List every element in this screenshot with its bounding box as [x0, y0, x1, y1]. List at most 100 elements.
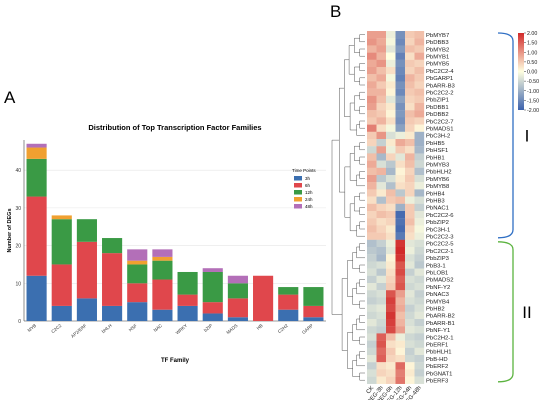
dendrogram-branch [359, 156, 365, 165]
heatmap-cell [367, 88, 377, 96]
heatmap-cell [405, 38, 415, 46]
heatmap-cell [395, 261, 406, 269]
heatmap-cell [414, 203, 425, 212]
heatmap-cell [376, 88, 387, 96]
heatmap-cell [414, 160, 425, 168]
heatmap-cell [386, 167, 396, 176]
colorbar-tick-label: 2.00 [527, 31, 537, 37]
heatmap-cell [376, 153, 387, 161]
row-label: PbbHLH1 [426, 350, 452, 356]
heatmap-cell [367, 340, 377, 348]
heatmap-cell [376, 81, 387, 89]
heatmap-cell [367, 167, 377, 176]
heatmap-cell [395, 290, 406, 298]
bar-segment-3h [26, 275, 47, 321]
bar-segment-12h [202, 271, 223, 303]
colorbar-tick-label: 1.50 [527, 41, 537, 47]
heatmap-cell [405, 239, 415, 248]
bar-segment-12h [303, 287, 324, 306]
heatmap-cell [386, 340, 396, 348]
heatmap-cell [414, 290, 425, 298]
heatmap-cell [395, 74, 406, 82]
heatmap-cell [405, 326, 415, 334]
heatmap-cell [367, 283, 377, 291]
bar-segment-12h [227, 283, 248, 299]
group-label: I [525, 126, 530, 145]
heatmap-cell [376, 290, 387, 298]
heatmap-cell [367, 59, 377, 68]
heatmap-cell [386, 153, 396, 161]
x-axis-label: TF Family [161, 358, 190, 364]
heatmap-cell [367, 319, 377, 327]
heatmap-cell [414, 74, 425, 82]
dendrogram-branch [359, 351, 365, 359]
heatmap-cell [386, 146, 396, 154]
heatmap-cell [405, 117, 415, 125]
heatmap-cell [395, 275, 406, 284]
heatmap-cell [386, 139, 396, 147]
dendrogram-branch [356, 318, 365, 331]
heatmap-cell [414, 225, 425, 233]
heatmap-cell [386, 110, 396, 118]
bar-segment-48h [26, 143, 47, 148]
bar-segment-6h [177, 294, 198, 306]
heatmap-cell [376, 362, 387, 370]
bar-segment-6h [303, 305, 324, 318]
bar-segment-6h [127, 283, 148, 303]
heatmap-cell [414, 283, 425, 291]
heatmap-cell [414, 211, 425, 219]
heatmap-cell [414, 139, 425, 147]
heatmap-cell [376, 254, 387, 262]
dendrogram-branch [354, 95, 360, 111]
heatmap-cell [376, 347, 387, 356]
heatmap-cell [395, 139, 406, 147]
dendrogram-branch [347, 332, 353, 369]
heatmap-cell [414, 347, 425, 356]
heatmap-cell [395, 297, 406, 305]
legend-swatch-24h [294, 197, 302, 202]
row-label: PbC2C2-4 [426, 69, 454, 75]
heatmap-cell [395, 131, 406, 140]
row-label: PbHSF1 [426, 148, 448, 154]
colorbar-tick-label: -1.00 [527, 89, 539, 95]
heatmap-cell [395, 254, 406, 262]
dendrogram-branch [359, 34, 365, 43]
x-tick-label: WRKY [175, 323, 189, 336]
heatmap-cell [405, 196, 415, 204]
heatmap-cell [395, 225, 406, 233]
bar-segment-6h [26, 196, 47, 276]
heatmap-cell [367, 376, 377, 384]
heatmap-cell [376, 45, 387, 53]
heatmap-cell [414, 254, 425, 262]
heatmap-cell [367, 81, 377, 89]
bar-segment-48h [152, 249, 173, 257]
heatmap-cell [386, 376, 396, 384]
legend-label: 3h [305, 176, 311, 181]
legend-label: 24h [305, 197, 313, 202]
heatmap-cell [376, 110, 387, 118]
dendrogram-branch [359, 120, 365, 129]
dendrogram-branch [352, 288, 360, 305]
bar-segment-3h [127, 302, 148, 321]
y-tick-label: 40 [15, 168, 21, 174]
dendrogram-branch [352, 252, 360, 269]
heatmap-cell [386, 268, 396, 276]
row-label: PbMYB6 [426, 177, 450, 183]
heatmap-cell [414, 95, 425, 104]
heatmap-cell [405, 340, 415, 348]
bar-segment-24h [26, 147, 47, 159]
heatmap-cell [405, 232, 415, 240]
heatmap-cell [405, 88, 415, 96]
x-tick-label: bZIP [203, 323, 214, 333]
heatmap-cell [386, 319, 396, 327]
heatmap-cell [376, 232, 387, 240]
heatmap-cell [405, 124, 415, 132]
heatmap-cell [405, 31, 415, 39]
heatmap-cell [395, 95, 406, 104]
heatmap-cell [414, 153, 425, 161]
dendrogram-branch [356, 354, 365, 367]
heatmap-cell [395, 31, 406, 39]
heatmap-cell [376, 160, 387, 168]
heatmap-cell [395, 153, 406, 161]
row-label: PbHB3 [426, 199, 445, 205]
